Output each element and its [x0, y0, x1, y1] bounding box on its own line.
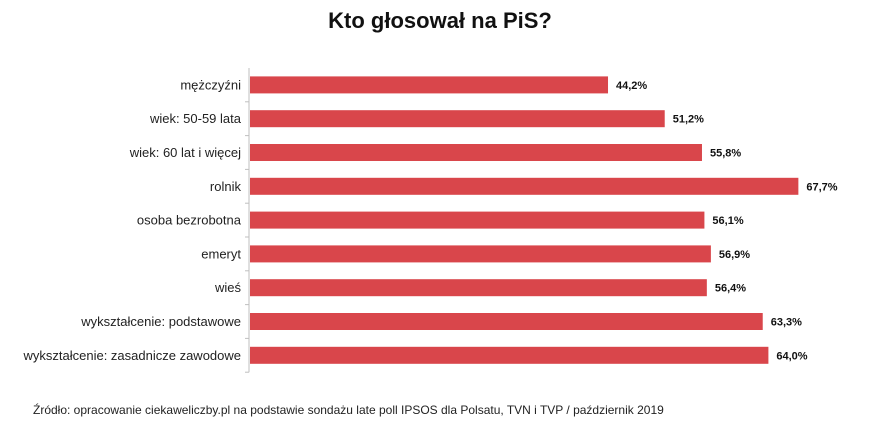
data-label: 67,7% — [806, 181, 837, 193]
data-label: 55,8% — [710, 148, 741, 160]
data-label: 64,0% — [776, 350, 807, 362]
bar — [250, 279, 707, 297]
bar — [250, 177, 799, 195]
category-label: emeryt — [201, 246, 241, 261]
category-label: wiek: 60 lat i więcej — [129, 145, 241, 160]
bar — [250, 313, 763, 330]
data-label: 56,9% — [719, 249, 750, 261]
category-label: rolnik — [210, 179, 242, 194]
bar — [250, 211, 705, 229]
data-label: 56,4% — [715, 283, 746, 295]
bar — [250, 346, 769, 364]
bar-chart: mężczyźni 44,2% wiek: 50-59 lata 51,2% wiek:… — [23, 68, 838, 373]
bar — [250, 144, 702, 161]
bar — [250, 76, 609, 94]
bar — [250, 110, 665, 128]
data-label: 51,2% — [673, 114, 704, 126]
category-label: wykształcenie: zasadnicze zawodowe — [23, 348, 242, 363]
bar — [250, 245, 711, 263]
data-label: 44,2% — [616, 80, 647, 92]
data-label: 56,1% — [712, 215, 743, 227]
category-label: mężczyźni — [180, 77, 241, 92]
category-label: osoba bezrobotna — [137, 213, 242, 228]
chart-title: Kto głosował na PiS? — [328, 8, 552, 33]
category-label: wieś — [214, 280, 242, 295]
category-label: wiek: 50-59 lata — [149, 111, 242, 126]
source-note: Źródło: opracowanie ciekaweliczby.pl na … — [33, 403, 664, 417]
data-label: 63,3% — [771, 317, 802, 329]
category-label: wykształcenie: podstawowe — [80, 314, 241, 329]
